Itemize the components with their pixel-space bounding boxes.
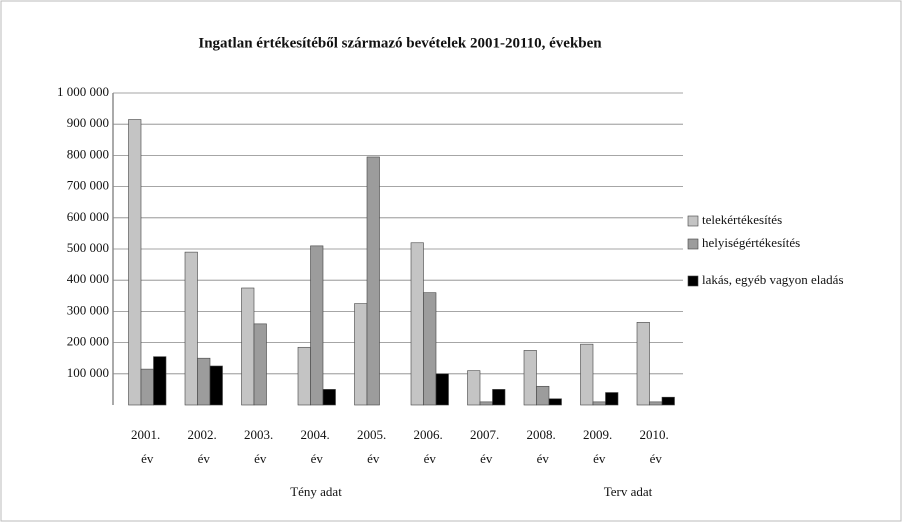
y-tick-label: 600 000 [67,209,109,224]
bar [536,385,550,406]
bar [479,401,493,406]
bar [366,156,380,406]
x-tick-label: 2010. év [640,427,673,466]
x-tick-label: 2006. év [414,427,447,466]
x-tick-label: 2008. év [527,427,560,466]
x-tick-line: év [311,451,324,466]
bar [197,357,211,406]
annotation: Tény adat [290,484,342,499]
x-tick-line: 2006. [414,427,447,442]
y-tick-label: 500 000 [67,240,109,255]
bar [605,392,619,406]
y-tick-label: 800 000 [67,146,109,161]
bar [580,343,594,406]
y-tick-label: 100 000 [67,365,109,380]
legend-label: helyiségértékesítés [702,235,800,250]
x-tick-label: 2003. év [244,427,277,466]
bar [435,373,449,406]
x-tick-line: év [424,451,437,466]
bar [140,368,154,406]
bar [253,323,267,406]
x-tick-label: 2002. év [188,427,221,466]
bar [467,370,481,406]
bar [649,401,663,406]
legend-swatch [687,275,699,287]
x-tick-line: 2007. [470,427,503,442]
bar [661,396,675,406]
legend-label: lakás, egyéb vagyon eladás [702,272,844,287]
y-tick-label: 1 000 000 [57,84,109,99]
x-tick-label: 2005. év [357,427,390,466]
x-tick-line: év [367,451,380,466]
x-tick-label: 2001. év [131,427,164,466]
y-tick-label: 700 000 [67,178,109,193]
bar [241,287,255,406]
bar [410,242,424,406]
bar [548,398,562,406]
bar [128,119,142,406]
legend-swatch [687,215,699,227]
bar [310,245,324,406]
x-tick-line: 2010. [640,427,673,442]
bar [297,346,311,406]
y-tick-label: 900 000 [67,115,109,130]
x-tick-line: 2008. [527,427,560,442]
bar [492,389,506,406]
x-tick-line: év [141,451,154,466]
x-tick-line: év [537,451,550,466]
y-tick-label: 400 000 [67,271,109,286]
x-tick-line: év [593,451,606,466]
bar [322,389,336,406]
x-tick-line: 2005. [357,427,390,442]
x-tick-line: év [198,451,211,466]
y-tick-label: 300 000 [67,302,109,317]
x-tick-line: 2004. [301,427,334,442]
legend-label: telekértékesítés [702,212,782,227]
x-tick-line: év [480,451,493,466]
bar [423,292,437,406]
legend-swatch [687,238,699,250]
annotation: Terv adat [604,484,653,499]
x-tick-line: 2009. [583,427,616,442]
x-tick-label: 2004. év [301,427,334,466]
x-tick-label: 2007. év [470,427,503,466]
bar [636,322,650,406]
chart-title: Ingatlan értékesítéből származó bevétele… [198,35,602,51]
bar [592,401,606,406]
y-tick-label: 200 000 [67,334,109,349]
x-tick-line: 2002. [188,427,221,442]
x-tick-label: 2009. év [583,427,616,466]
x-tick-line: év [254,451,267,466]
bar [354,303,368,406]
bar [153,356,167,406]
x-tick-line: 2001. [131,427,164,442]
bar [184,251,198,406]
bar [523,350,537,406]
x-tick-line: év [650,451,663,466]
bar [209,365,223,406]
x-tick-line: 2003. [244,427,277,442]
